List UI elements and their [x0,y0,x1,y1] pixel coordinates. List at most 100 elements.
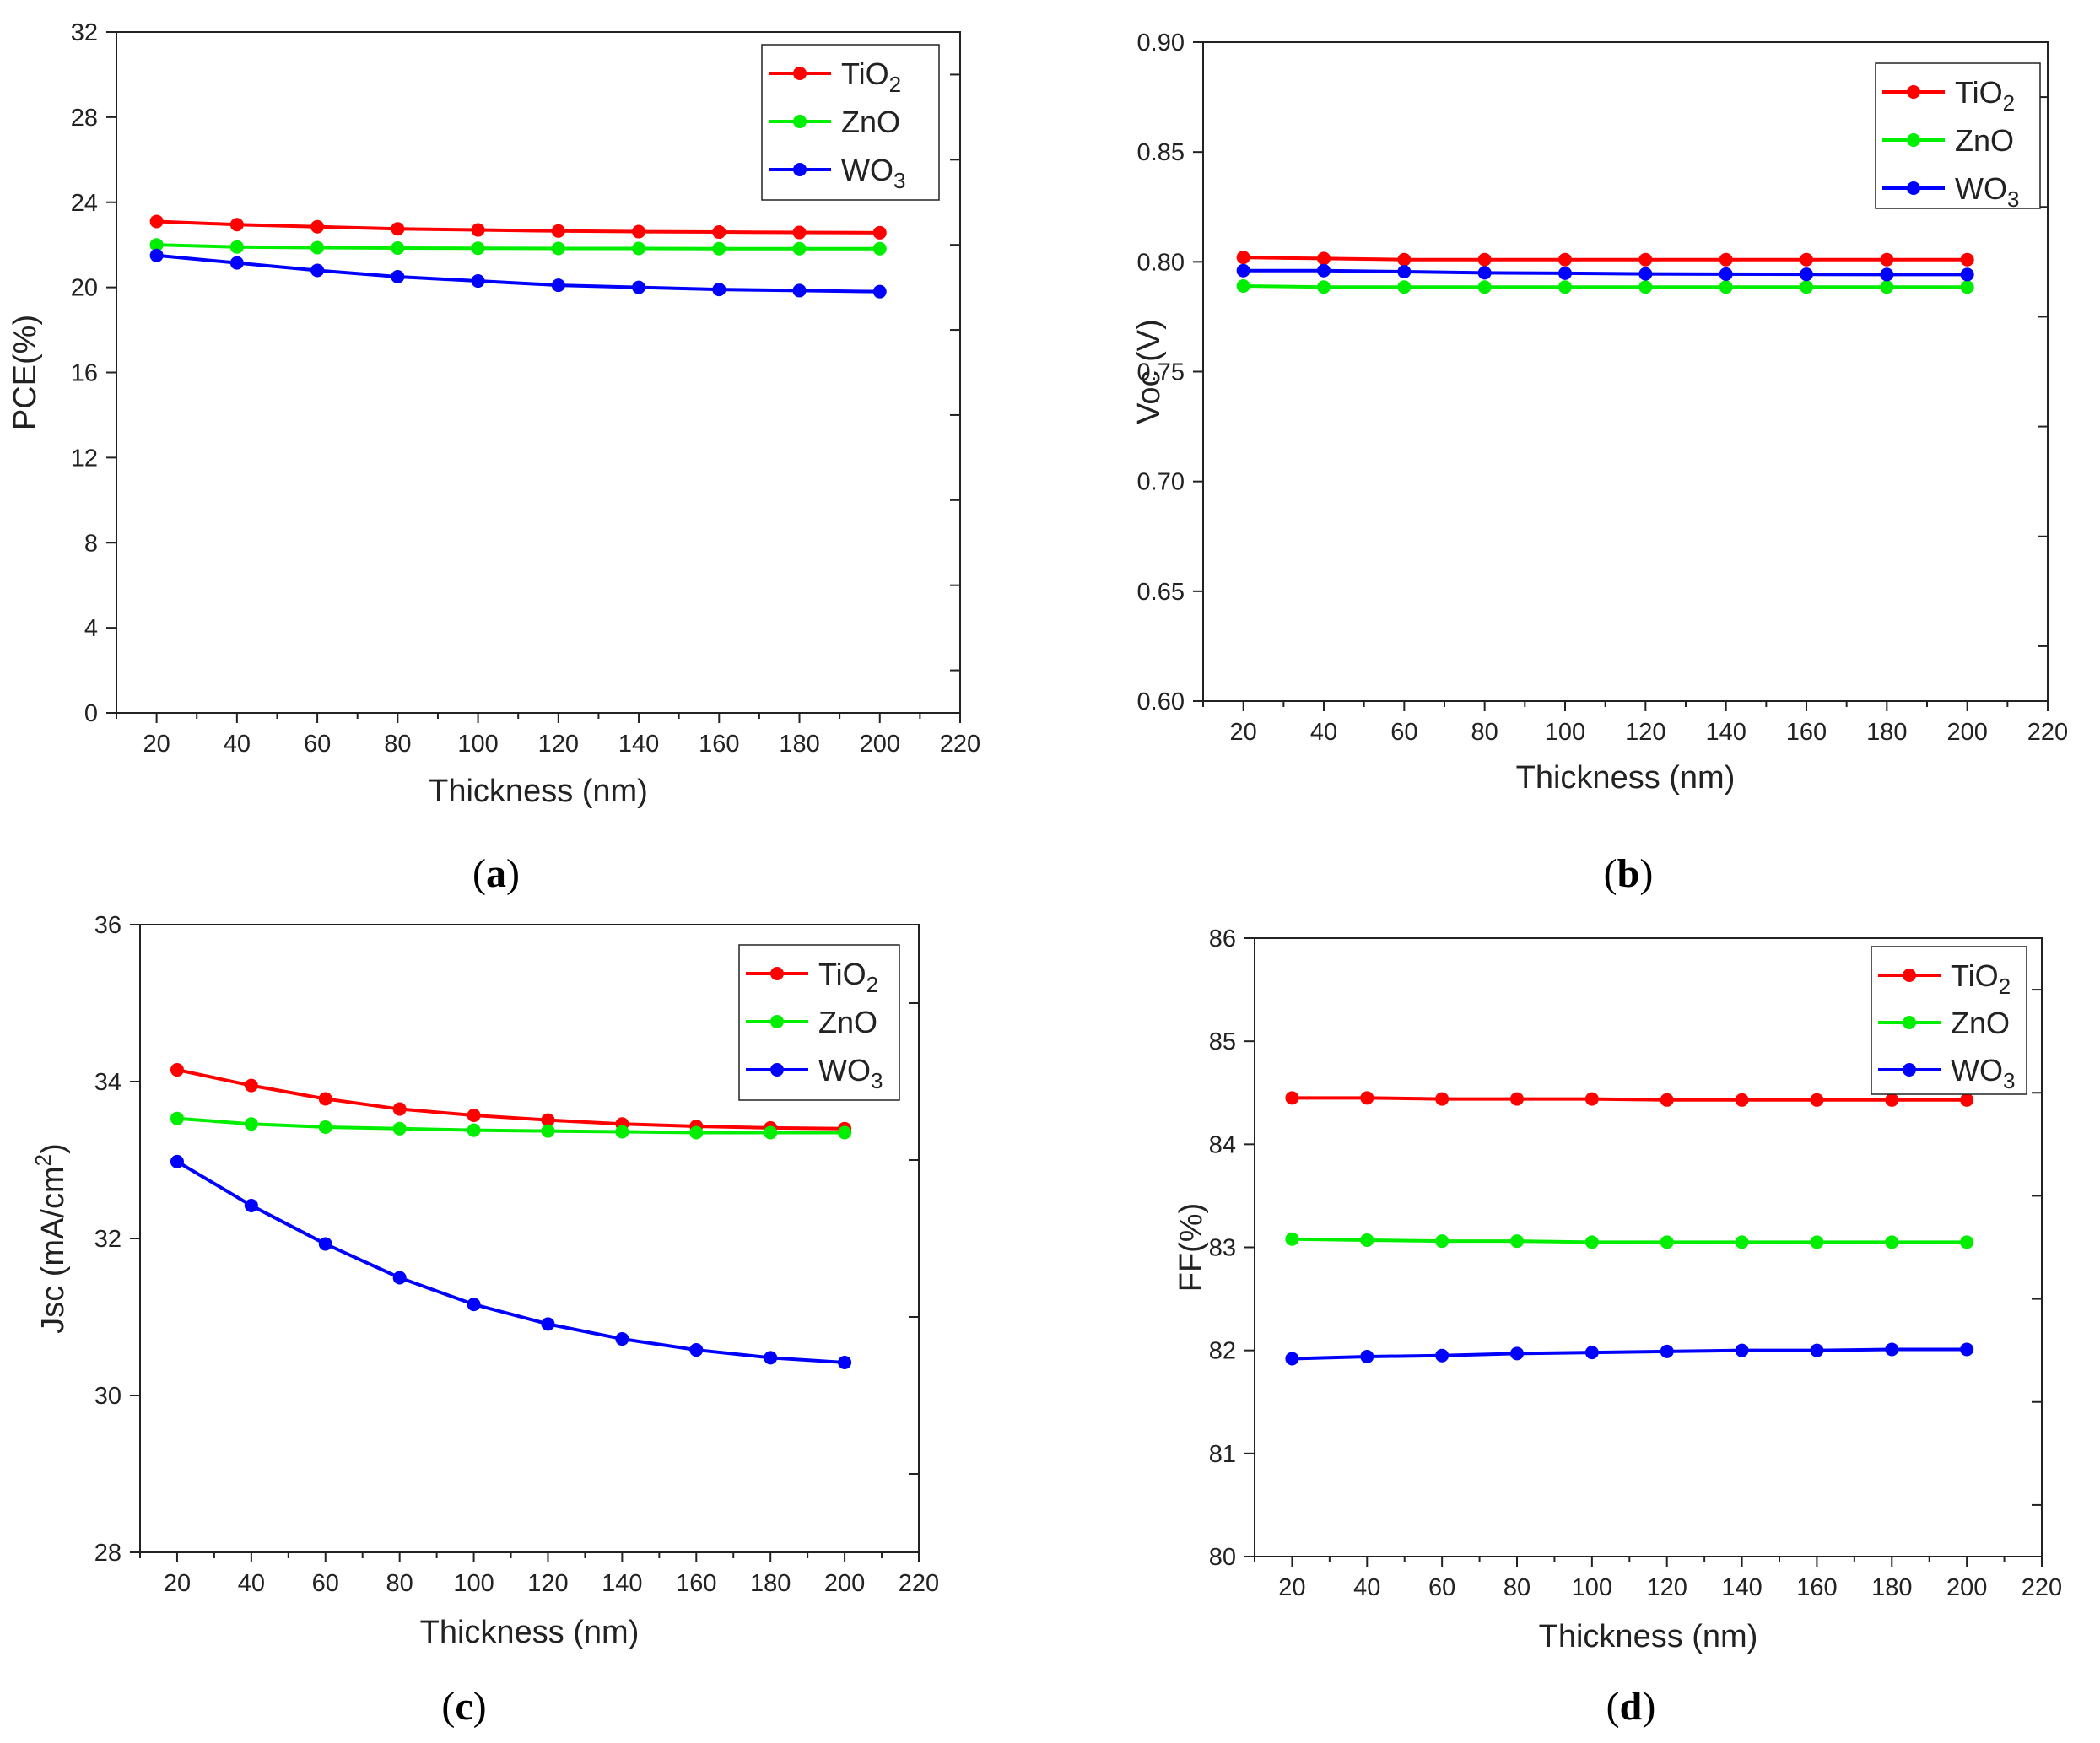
x-tick-label: 60 [312,1570,339,1597]
data-point [1477,252,1492,267]
data-point [1397,280,1412,294]
data-point [541,1124,555,1138]
data-point [1360,1091,1374,1105]
series-zno [1236,278,1974,294]
data-point [1960,280,1974,294]
x-tick-label: 120 [538,731,579,758]
y-tick-label: 0.85 [1137,139,1185,166]
series-line [1292,1096,1968,1102]
x-tick-label: 40 [1310,719,1337,746]
series-zno [1285,1232,1974,1249]
data-point [392,1271,407,1285]
data-point [467,1123,481,1137]
legend-label-base: TiO [818,957,866,991]
y-tick-label: 16 [71,360,98,387]
x-tick-label: 80 [384,731,411,758]
series-tio2 [1285,1091,1974,1107]
y-tick-label: 86 [1209,925,1236,952]
legend-label: WO3 [841,153,905,193]
legend-label: WO3 [818,1053,883,1093]
x-tick-label: 200 [824,1570,865,1597]
legend-label-base: TiO [841,57,889,91]
x-axis-title: Thickness (nm) [1516,760,1736,796]
y-axis-title: Voc (V) [1131,319,1167,424]
x-tick-label: 180 [1866,719,1907,746]
x-tick-label: 180 [779,731,819,758]
data-point [1236,263,1250,278]
y-tick-label: 0.75 [1137,359,1185,386]
y-tick-label: 28 [94,1540,121,1567]
x-tick-label: 100 [457,731,498,758]
x-tick-label: 80 [386,1570,413,1597]
data-point [318,1120,332,1134]
legend-label-sub: 2 [2003,90,2015,116]
legend-label-base: ZnO [1951,1006,2010,1040]
x-tick-label: 200 [1946,719,1987,746]
legend-label-sub: 3 [871,1068,883,1093]
data-point [310,240,325,255]
data-point [1660,1093,1674,1107]
data-point [244,1078,258,1093]
data-point [471,241,485,256]
data-point [712,241,726,256]
data-point [1800,252,1813,267]
data-point [1960,267,1974,282]
caption-letter: b [1617,851,1640,896]
legend-swatch-marker [793,115,807,128]
legend-swatch-marker [1903,1016,1916,1029]
x-tick-label: 220 [2022,1574,2062,1601]
data-point [1885,1342,1899,1357]
x-tick-label: 40 [238,1570,265,1597]
x-tick-label: 80 [1471,719,1498,746]
data-point [471,223,485,237]
data-point [1810,1093,1824,1107]
y-tick-label: 30 [94,1383,121,1410]
y-axis-title: Jsc (mA/cm2) [30,1143,71,1334]
data-point [1800,267,1813,282]
x-tick-label: 180 [1871,1574,1912,1601]
data-point [551,278,565,293]
data-point [872,284,887,299]
x-axis-title: Thickness (nm) [420,1615,640,1650]
y-tick-label: 36 [94,912,121,939]
data-point [1317,263,1331,278]
data-point [1719,267,1733,281]
chart-panel-b: 20 40 60 80 100 120 140 160 180 200 220 0.60 0.65 0.7… [1131,30,2068,796]
data-point [1719,252,1733,267]
data-point [1638,267,1653,281]
x-tick-label: 40 [224,731,251,758]
data-point [1638,280,1653,294]
y-tick-label: 82 [1209,1338,1236,1365]
data-point [1317,280,1331,294]
y-tick-label: 0.80 [1137,249,1185,276]
data-point [541,1113,555,1127]
y-tick-label: 83 [1209,1235,1236,1262]
data-point [1285,1091,1299,1105]
series-zno [149,238,887,256]
data-point [1558,280,1572,294]
y-tick-label: 81 [1209,1441,1236,1468]
data-point [391,222,405,236]
y-axis-title-base: Jsc (mA/cm [35,1166,71,1333]
series-line [1292,1347,1968,1361]
data-point [1510,1234,1524,1249]
data-point [764,1351,778,1365]
data-point [712,225,726,240]
legend-label-base: WO [1955,171,2007,206]
data-point [310,219,325,234]
legend-label-base: ZnO [1955,123,2014,158]
data-point [1584,1235,1599,1249]
legend-label-base: WO [818,1053,871,1087]
data-point [792,241,807,256]
data-point [541,1317,555,1331]
data-point [170,1063,184,1077]
legend-swatch-marker [770,1015,784,1028]
legend-label-sub: 2 [1999,974,2011,999]
y-axis-title: FF(%) [1174,1203,1209,1292]
x-tick-label: 20 [1278,1574,1305,1601]
legend-swatch-marker [1903,1063,1916,1077]
data-point [1885,1235,1899,1249]
data-point [838,1125,852,1140]
data-point [1660,1344,1674,1358]
data-point [1360,1233,1374,1247]
